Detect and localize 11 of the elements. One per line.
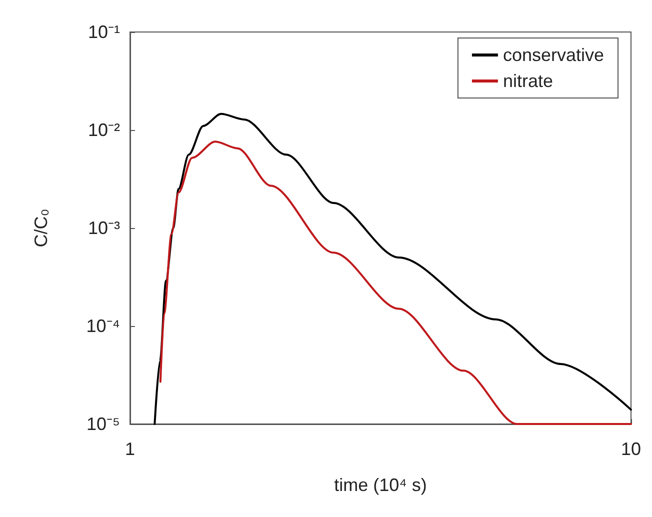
y-axis-title: C/C₀ (31, 208, 51, 248)
y-tick-label: 10⁻⁴ (86, 316, 120, 336)
y-tick-label: 10⁻³ (88, 218, 120, 238)
x-tick-label: 1 (124, 439, 136, 459)
legend-label: nitrate (502, 71, 553, 91)
y-tick-label: 10⁻¹ (88, 22, 120, 42)
x-tick-label: 10 (620, 439, 642, 459)
y-tick-label: 10⁻² (88, 120, 120, 140)
x-axis-title: time (10⁴ s) (334, 475, 427, 495)
y-tick-label: 10⁻⁵ (86, 414, 120, 434)
legend-label: conservative (502, 45, 604, 65)
